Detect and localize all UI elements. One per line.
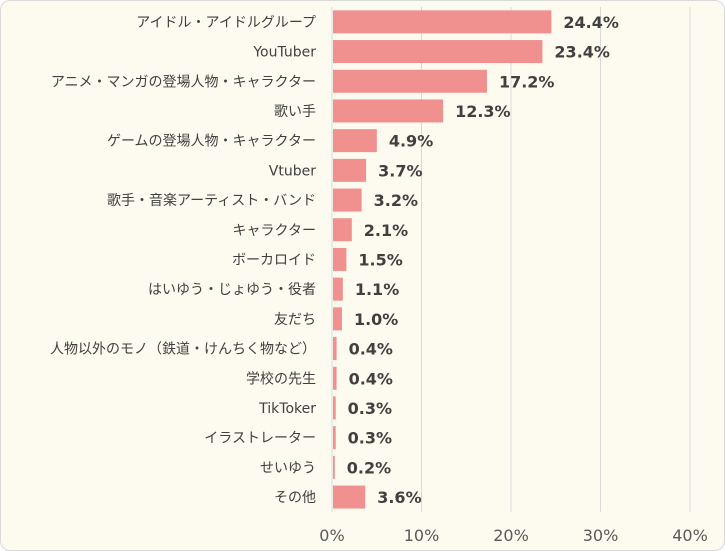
bar	[333, 277, 343, 301]
category-label: 学校の先生	[246, 370, 316, 387]
bar	[333, 485, 366, 509]
x-axis-ticks: 0% 10% 20% 30% 40%	[319, 526, 707, 545]
category-label: 友だち	[274, 312, 316, 328]
bar	[333, 10, 552, 34]
x-tick-label: 20%	[493, 526, 529, 545]
category-label: Vtuber	[269, 163, 316, 179]
value-label: 0.4%	[349, 340, 393, 359]
value-label: 3.6%	[377, 488, 421, 507]
category-label: ゲームの登場人物・キャラクター	[107, 134, 316, 150]
bar	[333, 337, 337, 361]
bar	[333, 396, 336, 420]
value-label: 0.4%	[349, 369, 393, 388]
category-label: 歌い手	[274, 104, 316, 120]
category-label: キャラクター	[233, 223, 316, 239]
category-label: イラストレーター	[204, 431, 316, 447]
bar	[333, 366, 337, 390]
value-labels: 24.4% 23.4% 17.2% 12.3% 4.9% 3.7% 3.2% 2.1% 1.5%…	[347, 13, 619, 507]
value-label: 1.5%	[358, 250, 402, 269]
value-label: 0.3%	[348, 429, 392, 448]
x-tick-label: 30%	[583, 526, 619, 545]
bar	[333, 99, 444, 123]
bars	[333, 10, 552, 509]
category-label: TikToker	[258, 401, 316, 417]
value-label: 1.0%	[354, 310, 398, 329]
category-label: アイドル・アイドルグループ	[136, 15, 316, 31]
bar	[333, 247, 347, 271]
category-labels: アイドル・アイドルグループ YouTuber アニメ・マンガの登場人物・キャラクター…	[50, 15, 316, 506]
value-label: 4.9%	[389, 132, 433, 151]
value-label: 17.2%	[499, 72, 555, 91]
bar	[333, 129, 377, 153]
x-tick-label: 0%	[319, 526, 344, 545]
category-label: その他	[274, 490, 316, 506]
value-label: 2.1%	[364, 221, 408, 240]
bar	[333, 426, 336, 450]
value-label: 3.7%	[378, 161, 422, 180]
value-label: 24.4%	[563, 13, 619, 32]
bar	[333, 69, 487, 93]
category-label: YouTuber	[252, 45, 316, 61]
bar	[333, 40, 543, 64]
category-label: 人物以外のモノ（鉄道・けんちく物など）	[50, 342, 316, 358]
x-tick-label: 10%	[404, 526, 440, 545]
value-label: 12.3%	[455, 102, 511, 121]
value-label: 23.4%	[554, 43, 610, 62]
x-tick-label: 40%	[672, 526, 708, 545]
category-label: ボーカロイド	[232, 252, 316, 268]
value-label: 0.2%	[347, 458, 391, 477]
value-label: 0.3%	[348, 399, 392, 418]
category-label: はいゆう・じょゆう・役者	[148, 282, 316, 298]
category-label: せいゆう	[260, 460, 316, 476]
category-label: アニメ・マンガの登場人物・キャラクター	[51, 74, 316, 90]
bar	[333, 455, 335, 479]
bar	[333, 218, 352, 242]
value-label: 1.1%	[355, 280, 399, 299]
value-label: 3.2%	[374, 191, 418, 210]
bar	[333, 307, 342, 331]
bar	[333, 188, 362, 212]
bar	[333, 158, 367, 182]
category-label: 歌手・音楽アーティスト・バンド	[107, 192, 316, 209]
